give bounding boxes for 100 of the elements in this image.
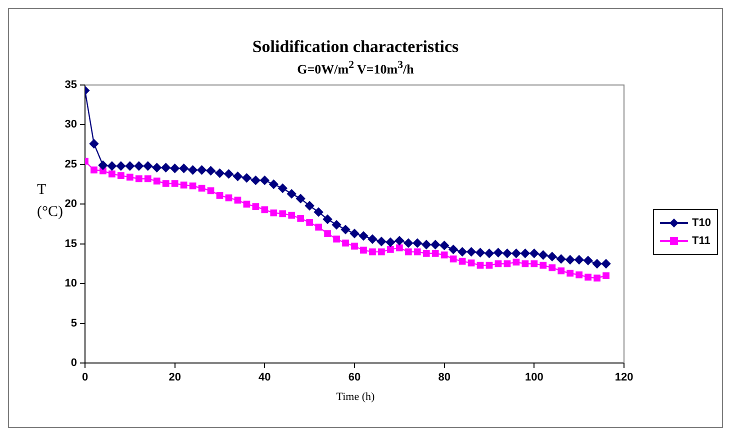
point [144,175,152,182]
point [574,255,584,264]
point [287,189,296,198]
point [108,170,116,178]
point [116,161,126,171]
point [412,238,422,248]
point [332,220,342,230]
point [476,262,484,269]
point [215,168,224,178]
point [494,260,502,268]
point [414,248,421,256]
point [583,256,593,266]
point [198,184,206,192]
point [189,182,196,190]
point [126,174,134,181]
legend-label: T11 [692,235,710,247]
point [422,240,431,250]
point [324,230,331,237]
point [440,240,449,250]
point [530,248,539,258]
point [162,180,170,187]
point [350,228,360,238]
point [494,248,503,258]
point [396,244,403,252]
point [404,248,412,256]
point [376,236,386,246]
point [556,254,566,264]
point [216,192,224,199]
point [234,196,242,204]
point [135,175,142,182]
point [288,212,296,219]
point [269,180,278,189]
y-tick-label: 0 [70,357,77,370]
point [566,270,574,277]
point [143,161,152,171]
point [170,164,180,173]
y-tick-label: 5 [70,317,77,330]
x-tick-label: 40 [258,372,271,384]
point [548,264,556,272]
point [520,248,530,258]
point [576,271,583,278]
point [278,184,288,193]
point [118,172,124,179]
point [279,210,286,218]
point [430,240,440,250]
x-tick-label: 120 [614,372,634,384]
point [502,248,512,258]
point [270,209,278,216]
point [261,206,268,214]
point [251,176,260,185]
point [333,236,340,243]
point [512,258,520,266]
point [450,256,457,262]
point [530,260,538,268]
point [458,258,466,265]
point [207,187,214,194]
point [314,207,324,217]
point [197,165,206,175]
point [468,259,475,266]
point [386,238,396,247]
point [432,250,439,257]
x-tick-label: 100 [524,372,544,384]
point [394,236,404,246]
x-tick-label: 20 [168,372,181,384]
point [98,160,108,170]
point [584,274,592,281]
point [512,248,521,258]
point [369,248,376,256]
y-tick-label: 15 [64,238,77,250]
point [422,250,430,257]
y-axis-title: T (°C) [37,182,63,220]
point [161,163,170,172]
x-tick-label: 60 [348,372,361,384]
point [548,252,557,262]
point [306,218,314,226]
point [225,194,232,202]
point [566,255,575,264]
point [378,248,385,256]
point [368,234,378,244]
point [171,180,178,187]
point [206,166,216,176]
point [242,173,252,183]
point [458,247,467,256]
y-tick-label: 10 [64,278,77,290]
x-axis-title: Time (h) [335,391,376,403]
point [387,246,394,253]
y-tick-label: 25 [64,158,77,170]
point [315,224,322,231]
point [233,172,242,181]
point [179,164,188,173]
point [224,169,234,179]
point [440,252,448,258]
point [90,166,98,174]
point [592,259,602,268]
point [153,178,160,185]
point [252,203,260,210]
point [538,250,548,260]
point [486,262,493,269]
point [342,240,349,246]
point [180,182,188,189]
